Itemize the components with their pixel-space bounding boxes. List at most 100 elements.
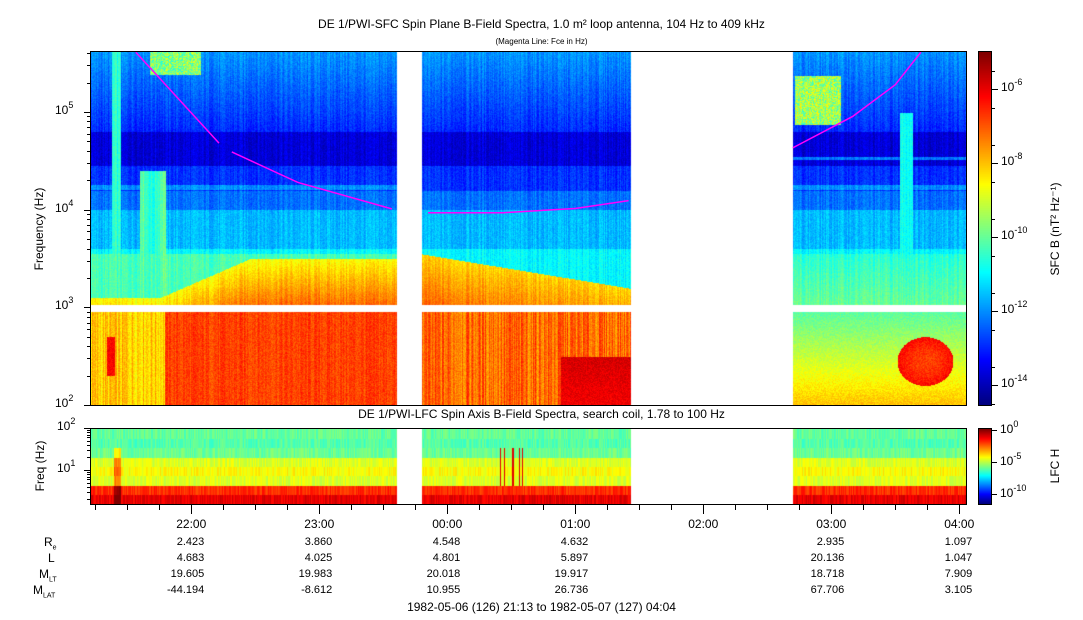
y-major-tick [84, 209, 90, 211]
y-minor-tick [87, 311, 90, 313]
ephemeris-value: 1.097 [944, 536, 973, 548]
sfc-colorbar [979, 52, 991, 405]
colorbar-tick-label: 10-14 [1001, 373, 1028, 391]
x-tick-label: 02:00 [688, 517, 719, 531]
x-minor-tick [895, 505, 897, 510]
x-major-tick [191, 505, 193, 514]
ephemeris-row-label: MLT [39, 567, 57, 584]
lfc-spectrogram [91, 429, 966, 504]
y-minor-tick [87, 316, 90, 318]
y-minor-tick [87, 260, 90, 262]
x-minor-tick [735, 505, 737, 510]
y-minor-tick [87, 444, 90, 446]
colorbar-minor-tick [992, 181, 995, 183]
ephemeris-value: 2.935 [816, 536, 845, 548]
ephemeris-value: 20.018 [426, 568, 461, 580]
ephemeris-value: 20.136 [810, 552, 845, 564]
x-minor-tick [543, 505, 545, 510]
lfc-colorbar-frame [978, 428, 992, 505]
lfc-ylabel: Freq (Hz) [33, 440, 47, 492]
y-major-tick [84, 428, 90, 429]
y-minor-tick [87, 329, 90, 331]
ephemeris-value: 4.548 [432, 536, 461, 548]
ephemeris-value: 1.047 [944, 552, 973, 564]
colorbar-minor-tick [992, 403, 995, 405]
colorbar-minor-tick [992, 70, 995, 72]
colorbar-major-tick [992, 311, 998, 312]
y-minor-tick [87, 150, 90, 152]
x-minor-tick [607, 505, 609, 510]
y-minor-tick [87, 53, 90, 55]
ephemeris-value: 26.736 [554, 584, 589, 596]
y-major-tick [84, 470, 90, 471]
y-tick-label: 105 [55, 100, 74, 118]
x-tick-label: 22:00 [176, 517, 207, 531]
y-minor-tick [87, 322, 90, 324]
x-minor-tick [351, 505, 353, 510]
fce-line-segment [135, 52, 220, 144]
lfc-plot-frame [90, 428, 967, 505]
x-minor-tick [639, 505, 641, 510]
y-minor-tick [87, 231, 90, 233]
colorbar-major-tick [992, 237, 998, 238]
ephemeris-row-label: Re [44, 535, 57, 552]
y-minor-tick [87, 163, 90, 165]
y-minor-tick [87, 432, 90, 434]
ephemeris-value: 19.917 [554, 568, 589, 580]
y-minor-tick [87, 214, 90, 216]
colorbar-major-tick [992, 385, 998, 386]
y-minor-tick [87, 375, 90, 377]
ephemeris-value: 2.423 [176, 536, 205, 548]
y-minor-tick [87, 65, 90, 67]
x-tick-label: 00:00 [432, 517, 463, 531]
ephemeris-value: 4.683 [176, 552, 205, 564]
y-minor-tick [87, 429, 90, 431]
colorbar-tick-label: 100 [1000, 419, 1019, 437]
sfc-plot-frame [90, 51, 967, 406]
colorbar-minor-tick [992, 144, 995, 146]
y-minor-tick [87, 449, 90, 451]
colorbar-minor-tick [992, 292, 995, 294]
ephemeris-value: 67.706 [810, 584, 845, 596]
x-major-tick [959, 505, 961, 514]
colorbar-tick-label: 10-10 [1000, 483, 1027, 501]
y-minor-tick [87, 437, 90, 439]
y-minor-tick [87, 141, 90, 143]
x-minor-tick [927, 505, 929, 510]
colorbar-tick-label: 10-10 [1001, 225, 1028, 243]
y-minor-tick [87, 121, 90, 123]
x-minor-tick [479, 505, 481, 510]
sfc-colorbar-label: SFC B (nT² Hz⁻¹) [1048, 182, 1062, 276]
colorbar-tick-label: 10-8 [1001, 151, 1023, 169]
colorbar-major-tick [992, 462, 997, 463]
y-minor-tick [87, 358, 90, 360]
x-minor-tick [127, 505, 129, 510]
colorbar-tick-label: 10-6 [1001, 77, 1023, 95]
x-minor-tick [223, 505, 225, 510]
ephemeris-value: 3.860 [304, 536, 333, 548]
y-minor-tick [87, 239, 90, 241]
y-tick-label: 101 [57, 458, 76, 476]
y-tick-label: 102 [57, 416, 76, 434]
y-minor-tick [87, 116, 90, 118]
x-major-tick [447, 505, 449, 514]
y-minor-tick [87, 457, 90, 459]
colorbar-major-tick [992, 430, 997, 431]
y-minor-tick [87, 491, 90, 493]
y-minor-tick [87, 482, 90, 484]
y-major-tick [84, 405, 90, 407]
y-minor-tick [87, 219, 90, 221]
ephemeris-value: -8.612 [301, 584, 333, 596]
lfc-colorbar [979, 429, 991, 504]
ephemeris-value: 18.718 [810, 568, 845, 580]
x-tick-label: 23:00 [304, 517, 335, 531]
ephemeris-value: 5.897 [560, 552, 589, 564]
x-minor-tick [95, 505, 97, 510]
x-minor-tick [671, 505, 673, 510]
y-major-tick [84, 112, 90, 113]
y-major-tick [84, 307, 90, 309]
ephemeris-value: 10.955 [426, 584, 461, 596]
y-minor-tick [87, 346, 90, 348]
y-minor-tick [87, 474, 90, 476]
